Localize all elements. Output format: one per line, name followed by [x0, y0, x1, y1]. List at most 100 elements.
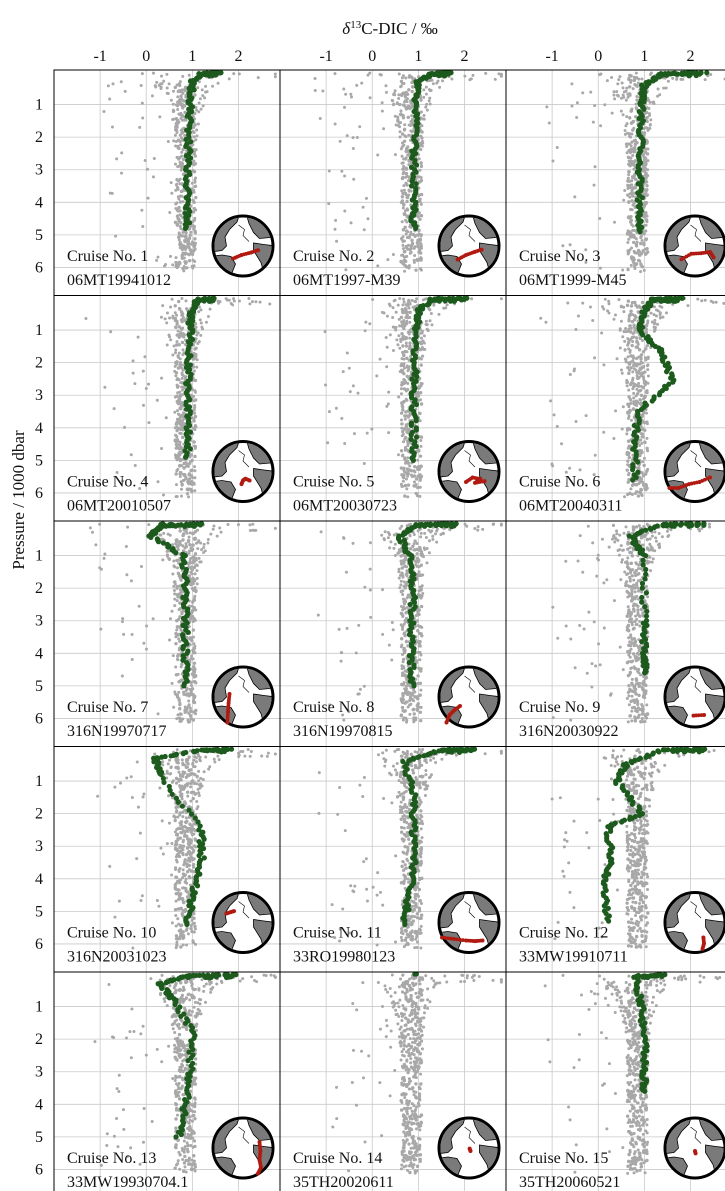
background-point — [403, 448, 408, 452]
cruise-point — [408, 422, 415, 429]
background-point — [380, 310, 384, 314]
background-point — [376, 153, 380, 157]
background-point — [143, 158, 147, 162]
background-point — [627, 314, 632, 318]
background-point — [360, 81, 364, 85]
background-point — [193, 347, 197, 351]
background-point — [161, 558, 165, 562]
background-point — [572, 367, 576, 371]
background-point — [144, 386, 148, 390]
background-point — [618, 75, 622, 79]
background-point — [664, 86, 668, 90]
cruise-point — [195, 296, 201, 302]
background-point — [402, 170, 406, 175]
background-point — [187, 487, 191, 491]
cruise-point — [183, 136, 189, 143]
cruise-point — [186, 220, 193, 226]
background-point — [194, 106, 198, 110]
background-point — [390, 658, 394, 662]
background-point — [403, 414, 407, 418]
background-point — [635, 84, 639, 88]
background-point — [423, 347, 427, 351]
background-point — [192, 661, 197, 665]
track-point — [711, 255, 716, 260]
background-point — [408, 329, 412, 333]
cruise-point — [413, 181, 419, 187]
background-point — [386, 536, 390, 540]
background-point — [99, 627, 103, 631]
background-point — [147, 523, 151, 527]
background-point — [161, 493, 165, 497]
background-point — [173, 325, 178, 329]
background-point — [159, 87, 163, 91]
background-point — [172, 705, 176, 709]
background-point — [178, 177, 182, 181]
background-point — [402, 371, 406, 376]
background-point — [632, 391, 636, 395]
background-point — [640, 239, 644, 243]
background-point — [140, 72, 144, 76]
background-point — [171, 102, 175, 106]
background-point — [417, 485, 421, 489]
background-point — [146, 167, 150, 171]
background-point — [193, 537, 197, 542]
background-point — [639, 263, 643, 267]
background-point — [620, 371, 624, 375]
background-point — [400, 382, 404, 387]
background-point — [178, 540, 182, 544]
background-point — [425, 323, 429, 327]
background-point — [419, 161, 423, 165]
background-point — [405, 356, 409, 360]
cruise-number-label: Cruise No. 3 — [519, 248, 600, 265]
background-point — [146, 196, 150, 200]
cruise-point — [451, 298, 458, 304]
x-tick-label: 0 — [142, 48, 150, 65]
background-point — [405, 313, 409, 318]
background-point — [653, 326, 657, 330]
background-point — [619, 319, 623, 323]
background-point — [419, 402, 424, 406]
background-point — [158, 115, 162, 119]
background-point — [629, 304, 634, 308]
background-point — [183, 85, 188, 90]
cruise-point — [661, 296, 667, 302]
background-point — [396, 303, 400, 307]
background-point — [629, 326, 633, 330]
background-point — [397, 567, 401, 571]
background-point — [178, 463, 182, 467]
background-point — [627, 319, 631, 323]
background-point — [561, 244, 565, 248]
background-point — [159, 315, 163, 319]
background-point — [642, 395, 647, 399]
background-point — [404, 76, 408, 80]
background-point — [193, 552, 198, 556]
background-point — [427, 99, 431, 103]
background-point — [181, 532, 186, 536]
background-point — [141, 225, 145, 229]
cruise-track — [231, 248, 260, 261]
background-point — [342, 536, 346, 540]
background-point — [383, 530, 387, 534]
background-point — [637, 389, 641, 393]
background-point — [644, 411, 648, 415]
background-point — [626, 193, 630, 197]
background-point — [407, 88, 411, 92]
background-point — [481, 527, 485, 531]
background-point — [645, 469, 649, 473]
background-point — [633, 266, 637, 270]
background-point — [351, 541, 355, 545]
background-point — [168, 617, 172, 621]
background-point — [345, 134, 349, 138]
background-point — [199, 107, 203, 111]
background-point — [115, 157, 119, 161]
background-point — [566, 301, 570, 305]
background-point — [499, 523, 503, 527]
background-point — [318, 117, 322, 121]
background-point — [313, 76, 317, 80]
background-point — [378, 357, 382, 361]
x-tick-label: -1 — [545, 48, 558, 65]
x-tick-label: -1 — [93, 48, 106, 65]
background-point — [168, 211, 172, 215]
background-point — [139, 84, 143, 88]
background-point — [400, 422, 404, 426]
